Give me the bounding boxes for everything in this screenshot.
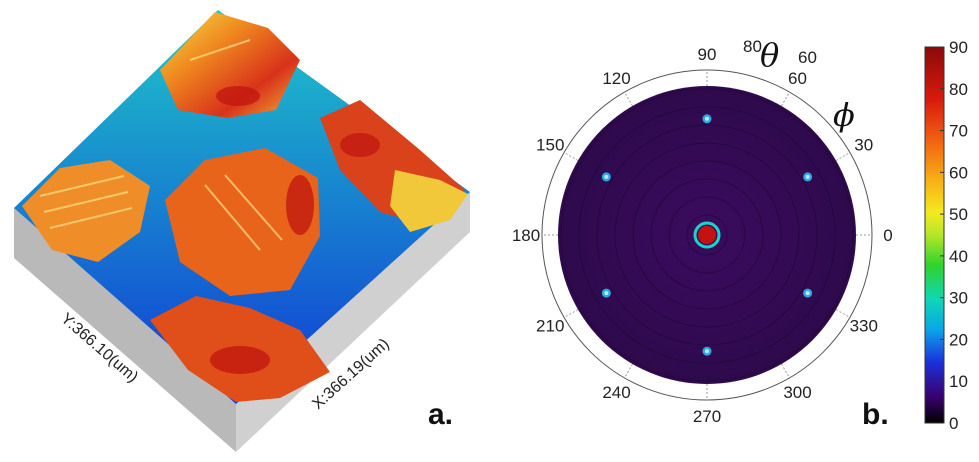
colorbar-label-70: 70 bbox=[949, 122, 968, 141]
polar-spoke bbox=[624, 363, 633, 379]
texture-ring bbox=[578, 106, 836, 364]
angle-label-210: 210 bbox=[536, 317, 564, 336]
polar-spokes bbox=[542, 70, 872, 400]
texture-ring bbox=[560, 88, 854, 382]
disk-texture bbox=[560, 88, 854, 382]
texture-ring bbox=[668, 196, 746, 274]
diffraction-spot-core bbox=[604, 291, 609, 296]
angle-label-270: 270 bbox=[693, 407, 721, 426]
theta-tick-80: 80 bbox=[743, 37, 762, 56]
colorbar-label-90: 90 bbox=[949, 38, 968, 57]
diffraction-spots bbox=[601, 114, 813, 356]
diffraction-spot-core bbox=[805, 174, 810, 179]
colorbar-label-0: 0 bbox=[949, 414, 958, 433]
colorbar-label-60: 60 bbox=[949, 163, 968, 182]
panel-a-label: a. bbox=[428, 398, 453, 431]
angle-label-150: 150 bbox=[536, 136, 564, 155]
panel-b-label: b. bbox=[862, 398, 889, 431]
colorbar-label-10: 10 bbox=[949, 372, 968, 391]
polar-spoke bbox=[835, 309, 851, 318]
angle-label-30: 30 bbox=[854, 136, 873, 155]
diffraction-spot-core bbox=[604, 174, 609, 179]
center-core bbox=[698, 226, 716, 244]
texture-ring bbox=[650, 178, 764, 292]
center-ring bbox=[693, 221, 721, 249]
diffraction-spot-core bbox=[805, 291, 810, 296]
terrain-plateau-top bbox=[160, 12, 300, 118]
texture-ring bbox=[632, 160, 782, 310]
polar-spoke bbox=[563, 309, 579, 318]
terrain-highlights bbox=[210, 86, 380, 374]
terrain-texture bbox=[39, 39, 283, 251]
colorbar-label-30: 30 bbox=[949, 289, 968, 308]
base-left-side bbox=[14, 208, 236, 452]
angle-label-90: 90 bbox=[698, 45, 717, 64]
colorbar-label-20: 20 bbox=[949, 330, 968, 349]
diffraction-spot-core bbox=[705, 116, 709, 121]
polar-spoke bbox=[624, 91, 633, 107]
angle-label-300: 300 bbox=[783, 383, 811, 402]
polar-spoke bbox=[781, 91, 790, 107]
polar-spoke bbox=[781, 363, 790, 379]
theta-symbol: θ bbox=[760, 36, 779, 74]
terrain-plateau-center bbox=[165, 148, 320, 296]
colorbar-label-80: 80 bbox=[949, 80, 968, 99]
polar-spoke bbox=[835, 152, 851, 161]
angle-label-240: 240 bbox=[602, 383, 630, 402]
polar-spoke bbox=[563, 152, 579, 161]
colorbar: 0 10 20 30 40 50 60 70 80 90 bbox=[924, 38, 968, 433]
colorbar-label-50: 50 bbox=[949, 205, 968, 224]
angle-label-330: 330 bbox=[850, 317, 878, 336]
terrain-yellow-right bbox=[390, 170, 468, 232]
terrain-ridge-left bbox=[22, 160, 150, 262]
angle-label-60: 60 bbox=[788, 69, 807, 88]
colorbar-gradient bbox=[924, 46, 945, 424]
texture-ring bbox=[686, 214, 728, 256]
angle-label-180: 180 bbox=[512, 226, 540, 245]
diffraction-spot-core bbox=[705, 349, 709, 354]
angle-label-0: 0 bbox=[883, 226, 892, 245]
texture-ring bbox=[614, 142, 800, 328]
surface-plot: Y:366.10(um) X:366.19(um) a. bbox=[14, 10, 470, 452]
colorbar-label-40: 40 bbox=[949, 247, 968, 266]
phi-symbol: ϕ bbox=[833, 96, 855, 134]
texture-ring bbox=[596, 124, 818, 346]
angle-label-120: 120 bbox=[602, 69, 630, 88]
colorbar-ticks: 0 10 20 30 40 50 60 70 80 90 bbox=[940, 38, 968, 433]
angle-labels: 0 30 60 90 120 150 180 210 240 270 300 330 bbox=[512, 45, 893, 426]
theta-tick-60: 60 bbox=[798, 48, 817, 67]
